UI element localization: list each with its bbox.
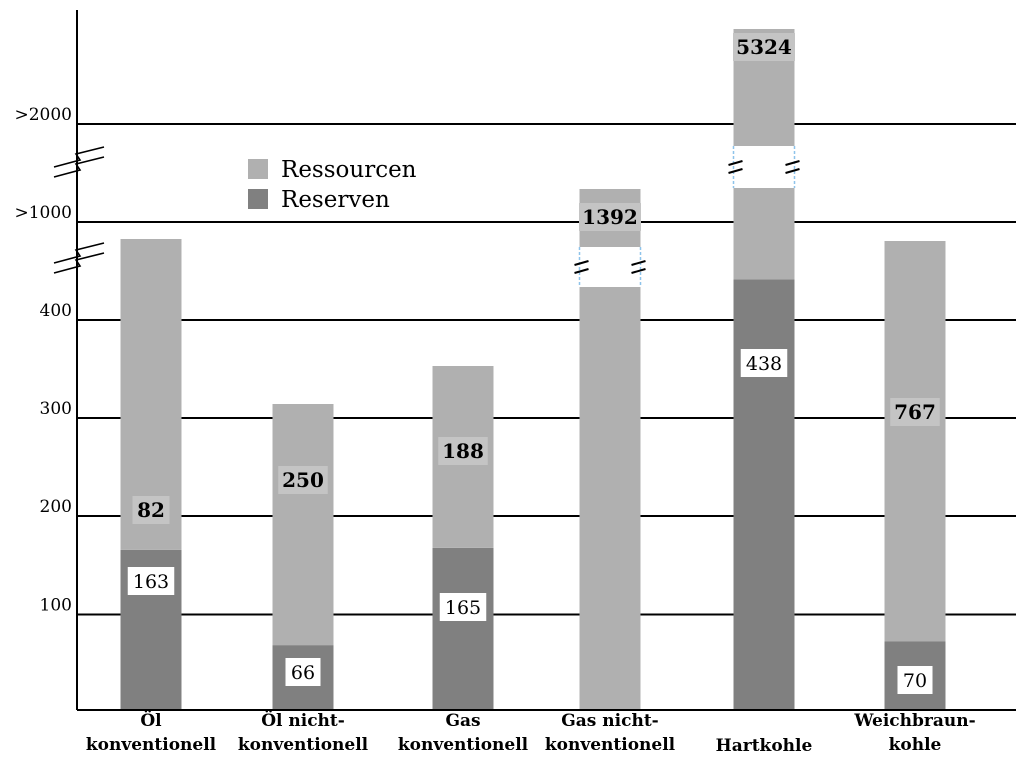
y-tick-label: >2000: [14, 105, 72, 125]
bar-reserven: [733, 279, 795, 710]
value-label-reserven: 165: [445, 597, 481, 619]
value-label-ressourcen: 82: [137, 498, 165, 522]
value-label-ressourcen: 188: [442, 439, 484, 463]
value-label-ressourcen-bg: [132, 496, 170, 524]
y-tick-label: >1000: [14, 203, 72, 223]
value-label-ressourcen: 250: [282, 468, 324, 492]
value-label-ressourcen: 1392: [582, 205, 638, 229]
value-label-ressourcen-bg: [579, 203, 641, 231]
bar-break-mark: [574, 268, 589, 274]
x-tick-label: Weichbraun-kohle: [853, 711, 975, 755]
x-axis: Öl konventionell Öl nicht-konventionell Gas…: [77, 709, 1016, 756]
y-tick-label: 300: [40, 399, 72, 419]
value-label-reserven: 66: [291, 662, 315, 684]
axis-break-mark: [53, 156, 105, 178]
y-axis: 100 200 300 400 >1000 >2000: [14, 10, 105, 710]
legend-swatch: [248, 159, 268, 179]
value-label-reserven-bg: [127, 567, 175, 595]
bar-break-mark: [785, 168, 800, 174]
bar-ressourcen: [733, 188, 795, 280]
x-tick-label: Öl nicht-konventionell: [238, 710, 369, 755]
x-tick-label: Gas konventionell: [398, 711, 529, 755]
bar-break-mark: [631, 268, 646, 274]
x-tick-label: Öl konventionell: [86, 710, 217, 755]
bar-reserven: [432, 547, 494, 710]
value-labels: 82 163 250 66 188 165 1392 5324 438 767 70: [127, 33, 940, 694]
value-label-ressourcen: 767: [894, 400, 936, 424]
bars: [120, 29, 956, 710]
y-tick-label: 400: [40, 301, 72, 321]
bar-break-mark: [631, 260, 646, 266]
value-label-reserven: 163: [133, 571, 169, 593]
bar-ressourcen: [579, 287, 641, 710]
value-label-reserven-bg: [740, 349, 788, 377]
bar-break-mark: [785, 160, 800, 166]
bar-ressourcen: [884, 241, 946, 642]
value-label-reserven-bg: [897, 666, 933, 694]
value-label-reserven: 438: [746, 353, 782, 375]
legend: Ressourcen Reserven: [248, 157, 417, 213]
value-label-ressourcen-bg: [890, 398, 940, 426]
bar-break-mark: [574, 260, 589, 266]
value-label-ressourcen: 5324: [736, 35, 792, 59]
x-tick-label: Gas nicht-konventionell: [545, 711, 676, 755]
y-tick-label: 200: [40, 497, 72, 517]
bar-break-mark: [728, 160, 743, 166]
y-tick-label: 100: [40, 596, 72, 616]
value-label-reserven: 70: [903, 670, 927, 692]
value-label-ressourcen-bg: [278, 466, 328, 494]
legend-swatch: [248, 189, 268, 209]
axis-break-mark: [53, 242, 105, 264]
value-label-reserven-bg: [439, 593, 487, 621]
legend-label: Reserven: [281, 187, 390, 213]
bar-ressourcen: [272, 404, 334, 646]
x-tick-label: Hartkohle: [716, 736, 813, 756]
axis-break-mark: [53, 252, 105, 274]
value-label-reserven-bg: [285, 658, 321, 686]
bar-break-mark: [728, 168, 743, 174]
legend-label: Ressourcen: [281, 157, 417, 183]
value-label-ressourcen-bg: [438, 437, 488, 465]
axis-break-mark: [53, 146, 105, 168]
grid-lines: [77, 123, 1016, 616]
value-label-ressourcen-bg: [733, 33, 795, 61]
